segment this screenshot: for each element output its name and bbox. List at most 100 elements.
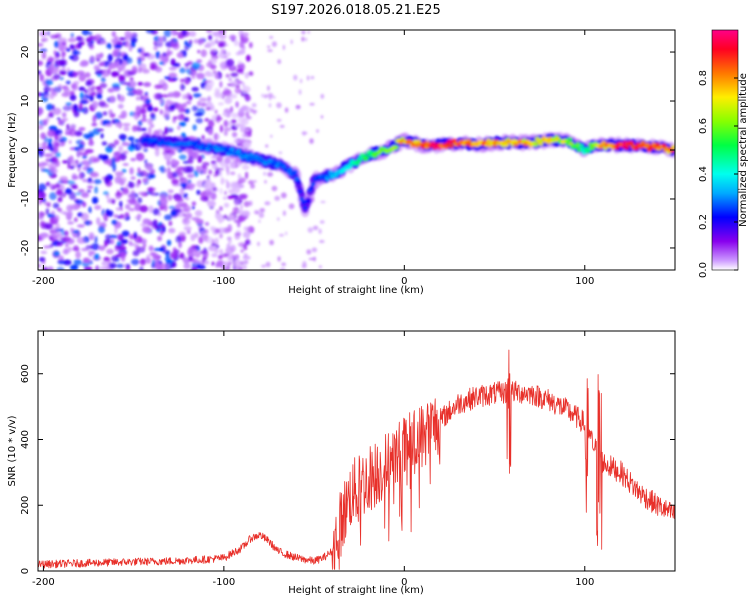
spectrogram-noise-cell [220, 177, 225, 185]
spectrogram-noise-cell [46, 31, 51, 36]
spectrogram-noise-cell [61, 112, 67, 118]
snr-frame [37, 330, 676, 572]
spectrogram-noise-cell [198, 236, 204, 244]
spectrogram-noise-cell [137, 236, 143, 244]
spectrogram-noise-cell [93, 179, 102, 185]
spectrogram-noise-cell [199, 39, 205, 44]
spectrogram-noise-cell [242, 140, 252, 149]
spectrogram-noise-cell [215, 117, 223, 121]
spectrogram-noise-cell [73, 80, 80, 85]
spectrogram-noise-cell [92, 100, 99, 109]
spectrogram-ridge-cell [671, 144, 675, 150]
spectrogram-noise-cell [278, 151, 283, 155]
spectrogram-noise-cell [213, 173, 218, 177]
spectrogram-noise-cell [38, 143, 42, 147]
spectrogram-noise-cell [115, 60, 120, 69]
spectrogram-noise-cell [183, 193, 188, 199]
spectrogram-noise-cell [207, 95, 212, 102]
y-tick-label: 20 [20, 46, 31, 59]
spectrogram-noise-cell [207, 200, 216, 208]
spectrogram-noise-cell [170, 58, 176, 66]
spectrogram-noise-cell [77, 166, 81, 172]
spectrogram-noise-cell [261, 264, 266, 268]
spectrogram-noise-cell [268, 103, 272, 108]
spectrogram-noise-cell [230, 72, 239, 78]
spectrogram-noise-cell [196, 264, 206, 270]
spectrogram-noise-cell [234, 87, 241, 94]
spectrogram-noise-cell [192, 124, 197, 131]
spectrogram-noise-cell [185, 100, 192, 105]
spectrogram-noise-cell [186, 229, 191, 235]
spectrogram-noise-cell [153, 93, 161, 100]
spectrogram-noise-cell [65, 243, 69, 248]
spectrogram-noise-cell [129, 234, 135, 240]
spectrogram-noise-cell [75, 159, 79, 164]
spectrogram-noise-cell [49, 67, 59, 75]
spectrogram-noise-cell [137, 167, 141, 173]
spectrogram-noise-cell [312, 225, 319, 231]
spectrogram-noise-cell [49, 166, 56, 175]
spectrogram-noise-cell [99, 82, 108, 89]
spectrogram-noise-cell [94, 235, 98, 244]
spectrogram-noise-cell [251, 103, 257, 108]
spectrogram-noise-cell [38, 200, 42, 205]
spectrogram-noise-cell [225, 58, 235, 67]
spectrogram-noise-cell [196, 218, 204, 226]
spectrogram-noise-cell [53, 50, 57, 56]
spectrogram-noise-cell [117, 233, 122, 242]
spectrogram-noise-cell [277, 217, 280, 221]
spectrogram-noise-cell [103, 214, 108, 222]
x-tick-label: 0 [401, 276, 407, 287]
spectrogram-noise-cell [222, 112, 228, 117]
spectrogram-noise-cell [133, 111, 139, 116]
spectrogram-noise-cell [47, 142, 52, 148]
spectrogram-noise-cell [108, 62, 113, 71]
spectrogram-noise-cell [109, 95, 116, 104]
spectrogram-noise-cell [148, 245, 154, 252]
spectrogram-noise-cell [111, 255, 119, 262]
spectrogram-noise-cell [307, 30, 310, 34]
spectrogram-noise-cell [193, 170, 199, 178]
spectrogram-noise-cell [188, 39, 193, 45]
spectrogram-noise-cell [288, 203, 295, 210]
spectrogram-noise-cell [39, 73, 45, 82]
spectrogram-ridge-cell [364, 155, 370, 160]
spectrogram-noise-cell [196, 59, 203, 63]
spectrogram-noise-cell [309, 138, 314, 144]
spectrogram-noise-cell [237, 60, 242, 66]
snr-y-ticks: 0 200 400 600 [20, 364, 675, 574]
spectrogram-noise-cell [41, 52, 47, 60]
spectrogram-noise-cell [113, 214, 119, 218]
spectrogram-noise-cell [94, 66, 101, 71]
spectrogram-noise-cell [148, 205, 154, 214]
spectrogram-noise-cell [84, 72, 91, 78]
spectrogram-noise-cell [244, 72, 250, 79]
spectrogram-noise-cell [111, 219, 118, 225]
spectrogram-noise-cell [94, 205, 102, 210]
spectrogram-noise-cell [223, 87, 229, 90]
spectrogram-noise-cell [197, 100, 202, 107]
spectrogram-noise-cell [83, 89, 89, 94]
spectrogram-noise-cell [229, 34, 237, 41]
spectrogram-x-ticks: -200 -100 0 100 [32, 30, 594, 287]
spectrogram-noise-cell [188, 94, 193, 101]
spectrogram-ridge-cell [281, 164, 287, 170]
spectrogram-y-label: Frequency (Hz) [7, 112, 18, 188]
spectrogram-noise-cell [140, 118, 148, 123]
spectrogram-noise-cell [210, 50, 214, 56]
spectrogram-noise-cell [133, 113, 140, 119]
spectrogram-noise-cell [316, 129, 319, 133]
spectrogram-noise-cell [78, 86, 86, 92]
spectrogram-noise-cell [78, 103, 83, 111]
spectrogram-noise-cell [184, 108, 190, 114]
spectrogram-noise-cell [161, 35, 167, 43]
spectrogram-noise-cell [318, 228, 322, 235]
spectrogram-noise-cell [191, 206, 195, 210]
y-tick-label: 0 [20, 147, 31, 153]
spectrogram-noise-cell [224, 156, 231, 164]
spectrogram-noise-cell [230, 80, 236, 88]
spectrogram-noise-cell [49, 111, 53, 117]
spectrogram-noise-cell [68, 128, 77, 137]
spectrogram-noise-cell [53, 73, 61, 80]
spectrogram-noise-cell [98, 245, 106, 251]
